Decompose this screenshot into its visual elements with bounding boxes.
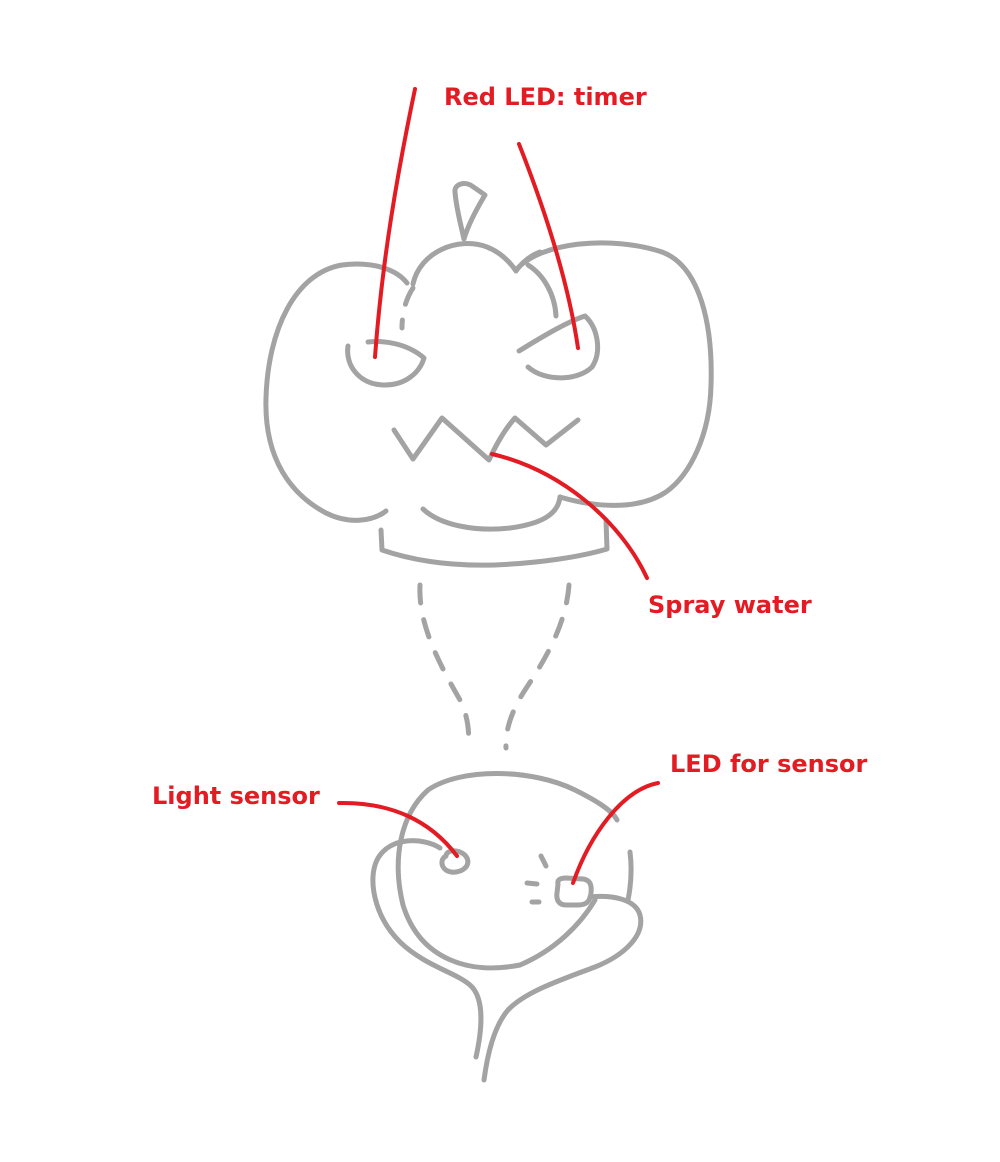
sensor-body-right-edge [625, 849, 634, 903]
label-red-led-timer: Red LED: timer [444, 83, 647, 111]
pumpkin [263, 181, 714, 568]
pumpkin-ridge-right [525, 262, 559, 319]
led-icon [554, 875, 594, 908]
water-spray [417, 582, 572, 753]
leader-light-sensor [337, 800, 459, 858]
spray-line-left [417, 582, 472, 753]
label-led-for-sensor: LED for sensor [670, 750, 868, 778]
leader-led-for-sensor [571, 781, 660, 885]
sensor-unit [370, 771, 644, 1083]
spray-line-right [503, 582, 572, 751]
right-eye-icon [516, 313, 601, 381]
leader-spray-water [490, 452, 649, 580]
label-light-sensor: Light sensor [152, 782, 320, 810]
sensor-cable-loop [481, 894, 644, 1083]
pumpkin-bottom-curve [420, 494, 563, 532]
leader-red-led-right [517, 142, 580, 350]
led-ray-top [538, 853, 549, 869]
pumpkin-left-lobe [263, 261, 410, 523]
sensor-body [395, 771, 620, 971]
pumpkin-ridge-left [399, 285, 416, 331]
pumpkin-stem-icon [452, 181, 488, 242]
leader-red-led-left [373, 87, 417, 359]
mouth-zigzag [391, 415, 581, 463]
label-spray-water: Spray water [648, 591, 812, 619]
light-sensor-icon [439, 848, 471, 875]
pumpkin-right-lobe [513, 240, 714, 508]
sensor-cable-left [370, 838, 484, 1060]
led-ray-middle [524, 880, 540, 887]
left-eye-icon [345, 339, 427, 388]
pumpkin-base [378, 517, 610, 568]
annotation-lines [337, 87, 660, 885]
